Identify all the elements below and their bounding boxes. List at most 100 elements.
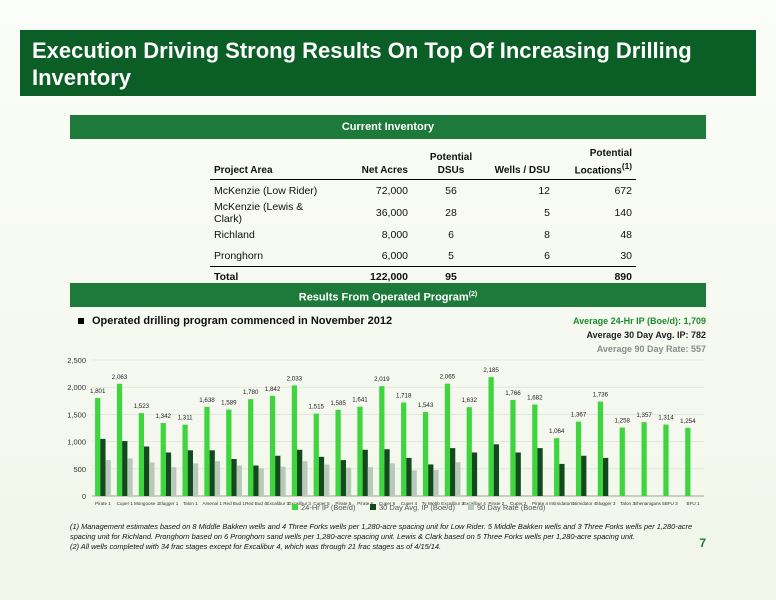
bar-24hr xyxy=(597,401,604,496)
x-tick-label: Excalibur 4 xyxy=(463,501,486,506)
bar-24hr xyxy=(444,383,451,496)
title-bar: Execution Driving Strong Results On Top … xyxy=(20,30,756,96)
bar-24hr xyxy=(357,406,363,496)
data-label: 1,543 xyxy=(418,402,434,409)
x-tick-label: Pirate 5 xyxy=(335,501,351,506)
bar-24hr xyxy=(488,377,494,496)
x-tick-label: Slugger 1 xyxy=(159,501,179,506)
legend-swatch xyxy=(292,504,298,510)
bar-24hr xyxy=(226,409,232,496)
bar-30day xyxy=(297,449,303,496)
data-label: 1,258 xyxy=(615,418,631,425)
x-tick-label: Excalibur 1 xyxy=(266,501,289,506)
bar-30day xyxy=(122,441,128,496)
bar-24hr xyxy=(95,398,101,496)
legend-label: 90 Day Rate (Boe/d) xyxy=(477,503,546,512)
bar-30day xyxy=(253,465,259,496)
x-tick-label: Cuper 2 xyxy=(510,501,527,506)
bar-24hr xyxy=(510,399,516,496)
cell-net-acres: 72,000 xyxy=(375,184,408,197)
x-tick-label: Ty Webb xyxy=(422,501,440,506)
bar-90day xyxy=(367,467,374,496)
bar-30day xyxy=(187,450,193,496)
bar-24hr xyxy=(138,413,145,496)
data-label: 1,718 xyxy=(396,393,412,400)
legend-label: 30 Day Avg. IP (Boe/d) xyxy=(379,503,456,512)
bar-90day xyxy=(433,469,439,496)
cell-wells-per-dsu: 5 xyxy=(544,206,550,219)
results-label: Results From Operated Program xyxy=(298,291,469,304)
bar-30day xyxy=(428,464,434,496)
data-label: 1,632 xyxy=(462,397,478,404)
header-potential-locations: Potential Locations(1) xyxy=(554,145,636,181)
data-label: 1,736 xyxy=(593,392,609,399)
legend-label: 24-Hr IP (Boe/d) xyxy=(301,503,356,512)
footnote-2: (2) All wells completed with 34 frac sta… xyxy=(70,542,442,551)
data-label: 1,367 xyxy=(571,412,587,419)
bar-24hr xyxy=(160,422,166,496)
cell-project-area: Pronghorn xyxy=(214,250,264,263)
data-label: 1,780 xyxy=(243,389,259,396)
header-net-acres: Net Acres xyxy=(330,145,412,181)
x-tick-label: Intimidator 1 xyxy=(549,501,575,506)
bar-30day xyxy=(493,444,499,496)
y-tick-label: 500 xyxy=(73,465,86,474)
bar-24hr xyxy=(619,427,625,496)
bar-24hr xyxy=(532,404,538,496)
x-tick-label: Pirate 2 xyxy=(488,501,504,506)
bar-30day xyxy=(231,459,237,496)
bar-90day xyxy=(302,461,308,496)
data-label: 1,342 xyxy=(156,413,172,420)
bar-24hr xyxy=(248,399,254,496)
x-tick-label: Arsenal 1 xyxy=(203,501,223,506)
header-footnote-marker: (1) xyxy=(621,161,632,171)
current-inventory-label: Current Inventory xyxy=(341,121,435,133)
bar-30day xyxy=(318,456,325,496)
table-row: McKenzie (Low Rider) 72,000 56 12 672 xyxy=(210,180,636,201)
y-tick-label: 1,500 xyxy=(67,410,86,419)
cell-potential-locations: 30 xyxy=(620,250,632,263)
bar-30day xyxy=(384,449,390,496)
header-potential-locations-text: Potential Locations xyxy=(574,148,632,177)
data-label: 2,019 xyxy=(374,376,390,383)
bar-30day xyxy=(537,448,543,496)
bar-24hr xyxy=(182,424,188,496)
bar-24hr xyxy=(685,427,691,496)
legend-swatch xyxy=(468,504,474,510)
footnote-1: (1) Management estimates based on 8 Midd… xyxy=(70,522,693,541)
x-tick-label: Pirate 6 xyxy=(357,501,373,506)
bar-90day xyxy=(127,458,133,496)
bar-30day xyxy=(275,455,281,496)
table-row: Pronghorn 6,000 5 6 30 xyxy=(210,246,636,267)
bar-90day xyxy=(389,463,395,496)
bullet-text: Operated drilling program commenced in N… xyxy=(92,315,393,327)
bar-24hr xyxy=(575,421,582,496)
bar-30day xyxy=(581,455,587,496)
bar-24hr xyxy=(204,406,210,496)
y-tick-label: 2,500 xyxy=(67,356,86,365)
results-header: Results From Operated Program(2) xyxy=(70,283,706,307)
averages-summary: Average 24-Hr IP (Boe/d): 1,709 Average … xyxy=(573,314,706,356)
x-tick-label: BFU 3 xyxy=(665,501,678,506)
cell-potential-locations: 672 xyxy=(614,184,632,197)
x-tick-label: Slugger 3 xyxy=(596,501,616,506)
cell-potential-dsus: 5 xyxy=(448,250,454,263)
avg-90day-rate: Average 90 Day Rate: 557 xyxy=(596,344,706,354)
inventory-table: Project Area Net Acres Potential DSUs We… xyxy=(210,145,636,289)
current-inventory-header: Current Inventory xyxy=(70,115,706,139)
bar-90day xyxy=(149,462,155,496)
x-tick-label: Red Bud 1 xyxy=(223,501,245,506)
data-label: 1,641 xyxy=(352,397,368,404)
data-label: 1,357 xyxy=(636,412,652,419)
bar-90day xyxy=(192,463,199,496)
bar-24hr xyxy=(379,386,385,496)
inventory-header-row: Project Area Net Acres Potential DSUs We… xyxy=(210,145,636,181)
data-label: 1,314 xyxy=(658,415,674,422)
cell-net-acres: 6,000 xyxy=(381,250,408,263)
bar-90day xyxy=(214,461,221,496)
bar-30day xyxy=(450,448,456,496)
x-tick-label: Cuper 5 xyxy=(313,501,330,506)
x-tick-label: Talon 1 xyxy=(183,501,198,506)
header-potential-dsus: Potential DSUs xyxy=(412,145,490,181)
bar-30day xyxy=(144,446,150,496)
